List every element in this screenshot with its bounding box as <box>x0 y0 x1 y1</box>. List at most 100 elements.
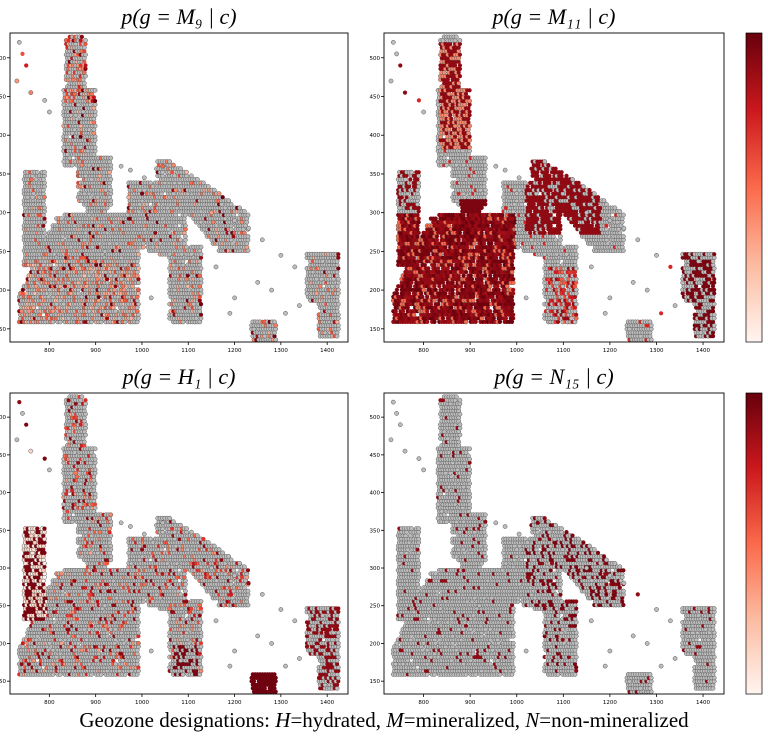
data-point <box>443 291 448 296</box>
data-point <box>201 180 206 186</box>
data-point <box>118 163 124 169</box>
data-point <box>59 216 64 221</box>
y-tick-label: 500 <box>0 56 6 62</box>
data-point <box>438 251 443 257</box>
data-point <box>647 319 653 325</box>
data-point <box>47 109 52 115</box>
data-point <box>64 252 69 257</box>
data-point <box>113 284 118 289</box>
y-tick-label: 300 <box>0 211 6 217</box>
data-point <box>220 195 225 200</box>
data-point <box>128 167 133 173</box>
data-point <box>42 169 47 175</box>
data-point <box>497 319 502 324</box>
data-point <box>95 245 100 250</box>
data-point <box>157 241 163 246</box>
data-point <box>198 312 204 317</box>
data-point <box>479 280 484 285</box>
data-point <box>511 316 516 321</box>
data-point <box>24 63 29 68</box>
data-point <box>336 266 341 271</box>
data-point <box>227 310 233 316</box>
y-tick-label: 450 <box>0 95 6 101</box>
data-point <box>440 316 446 321</box>
figure: p(g = M₉ | c)800900100011001200130014001… <box>0 4 763 705</box>
data-point <box>483 273 488 278</box>
data-point <box>94 262 99 267</box>
x-tick-label: 1000 <box>135 348 149 354</box>
panel-2: p(g = M₁₁ | c)800 900 1000 1100 1200 1300 1400… <box>370 4 725 354</box>
data-point <box>712 280 717 285</box>
data-point <box>433 287 438 292</box>
data-point <box>148 295 154 301</box>
data-point <box>572 308 578 314</box>
data-point <box>237 205 242 211</box>
data-point <box>245 234 251 239</box>
x-tick-label: 900 <box>90 348 101 354</box>
data-point <box>185 273 190 278</box>
data-point <box>136 277 141 282</box>
data-point <box>171 162 176 168</box>
data-point <box>93 98 98 104</box>
data-point <box>113 308 118 314</box>
data-point <box>461 273 466 278</box>
data-point <box>92 102 98 107</box>
data-point <box>62 284 68 289</box>
data-point <box>232 295 237 301</box>
panel-title: p(g = M₉ | c) <box>119 4 236 29</box>
data-point <box>415 262 420 267</box>
data-point <box>259 237 265 243</box>
data-point <box>269 287 274 293</box>
data-point <box>436 302 441 307</box>
y-tick-label: 200 <box>0 288 6 294</box>
data-point <box>470 298 476 303</box>
data-point <box>211 187 217 193</box>
data-point <box>14 78 20 84</box>
data-point <box>232 218 237 223</box>
data-point <box>426 266 431 271</box>
data-point <box>712 252 717 257</box>
data-point <box>479 315 485 321</box>
x-tick-label: 1400 <box>320 348 334 354</box>
data-point <box>92 87 98 93</box>
data-point <box>497 262 502 267</box>
data-point <box>509 298 515 303</box>
data-point <box>272 334 277 339</box>
data-point <box>461 309 466 314</box>
data-point <box>336 255 341 260</box>
panel-title: p(g = M₁₁ | c) <box>491 4 616 29</box>
data-point <box>278 252 284 258</box>
data-point <box>572 273 578 278</box>
data-point <box>141 175 147 181</box>
data-point <box>231 234 236 239</box>
data-point <box>712 291 717 296</box>
data-point <box>272 319 277 325</box>
data-point <box>273 337 279 342</box>
data-point <box>197 298 202 303</box>
data-point <box>432 298 437 303</box>
y-tick-label: 150 <box>0 327 6 333</box>
data-point <box>711 301 717 307</box>
data-point <box>468 262 473 267</box>
x-tick-label: 1200 <box>228 348 242 354</box>
panel-1: p(g = M₉ | c)800900100011001200130014001… <box>0 4 349 354</box>
data-point <box>485 298 490 303</box>
data-point <box>197 294 202 299</box>
data-point <box>394 287 399 292</box>
data-point <box>440 280 446 285</box>
data-point <box>511 302 516 307</box>
data-point <box>573 287 579 293</box>
data-point <box>160 163 166 169</box>
data-point <box>450 291 455 296</box>
data-point <box>394 291 399 296</box>
data-point <box>573 315 579 321</box>
y-tick-label: 350 <box>0 172 6 178</box>
data-point <box>105 277 110 282</box>
data-point <box>283 310 288 316</box>
data-point <box>488 309 493 314</box>
data-point <box>712 287 717 292</box>
x-tick-label: 1300 <box>274 348 288 354</box>
data-point <box>83 52 88 58</box>
data-point <box>79 34 84 40</box>
data-point <box>198 244 204 250</box>
